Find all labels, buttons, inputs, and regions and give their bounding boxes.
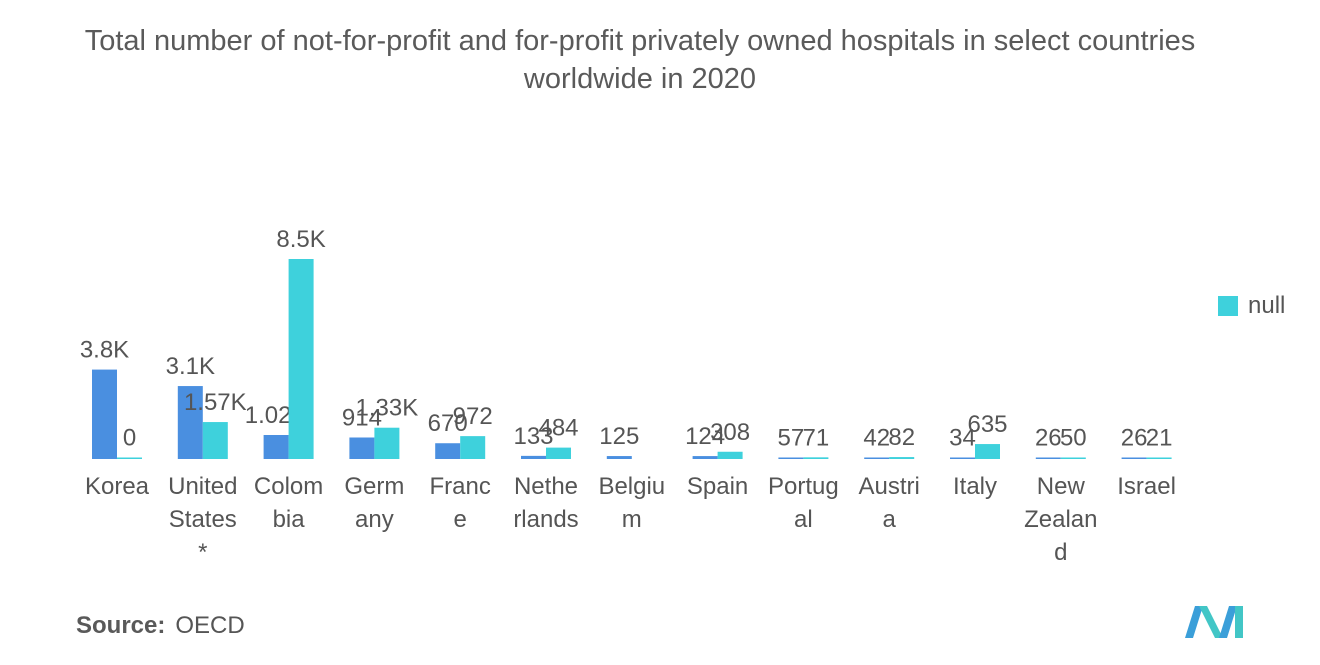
x-tick-label: Italy bbox=[953, 473, 997, 500]
chart-title: Total number of not-for-profit and for-p… bbox=[84, 25, 1196, 95]
bar bbox=[606, 456, 632, 459]
source-value: OECD bbox=[175, 612, 245, 639]
bar bbox=[1146, 457, 1172, 459]
x-tick-label: Israel bbox=[1117, 473, 1176, 500]
legend-label: null bbox=[1248, 292, 1286, 319]
data-label: 1.33K bbox=[356, 395, 419, 422]
bar bbox=[950, 457, 975, 459]
bar bbox=[460, 436, 486, 459]
bar bbox=[202, 422, 228, 459]
legend: null bbox=[1218, 292, 1285, 320]
x-tick-label: Belgiu bbox=[598, 473, 665, 500]
x-tick-label: Zealan bbox=[1024, 506, 1097, 533]
bar bbox=[349, 437, 375, 459]
data-label: 125 bbox=[599, 423, 639, 450]
x-tick-label: Austri bbox=[859, 473, 920, 500]
data-label: 8.5K bbox=[276, 226, 325, 253]
data-label: 3.1K bbox=[166, 353, 215, 380]
data-label: 635 bbox=[967, 411, 1007, 438]
bar bbox=[117, 457, 142, 459]
bar bbox=[1060, 457, 1086, 459]
data-label: 0 bbox=[123, 425, 136, 452]
logo-left-stroke bbox=[1185, 606, 1203, 638]
data-label: 914 bbox=[342, 404, 382, 431]
bar bbox=[177, 386, 203, 459]
source-note: Source: OECD bbox=[76, 612, 245, 640]
data-label: 26 bbox=[1121, 425, 1148, 452]
data-label: 57 bbox=[778, 425, 805, 452]
data-label: 3.8K bbox=[80, 337, 129, 364]
x-tick-label: m bbox=[622, 506, 642, 533]
x-tick-label: Spain bbox=[687, 473, 748, 500]
x-tick-label: rlands bbox=[513, 506, 578, 533]
mordor-logo-icon bbox=[1185, 606, 1243, 638]
bar bbox=[263, 435, 289, 459]
bar bbox=[692, 456, 718, 459]
data-label: 21 bbox=[1146, 425, 1173, 452]
bar bbox=[803, 457, 829, 459]
bar bbox=[1035, 457, 1061, 459]
bar bbox=[374, 427, 400, 459]
x-tick-label: United bbox=[168, 473, 237, 500]
x-tick-label: any bbox=[355, 506, 394, 533]
x-tick-label: Portug bbox=[768, 473, 839, 500]
data-label: 82 bbox=[888, 424, 915, 451]
logo-middle-stroke bbox=[1199, 606, 1223, 638]
data-label: 308 bbox=[710, 419, 750, 446]
bar bbox=[521, 455, 546, 459]
data-label: 972 bbox=[453, 403, 493, 430]
bar bbox=[864, 457, 890, 459]
data-label: 26 bbox=[1035, 425, 1062, 452]
x-tick-label: Korea bbox=[85, 473, 150, 500]
x-tick-label: e bbox=[454, 506, 467, 533]
data-label: 133 bbox=[513, 423, 553, 450]
bar bbox=[546, 447, 571, 459]
logo-right-left-stroke bbox=[1219, 606, 1237, 638]
bar bbox=[778, 457, 804, 459]
data-label: 484 bbox=[538, 415, 578, 442]
x-tick-label: New bbox=[1037, 473, 1086, 500]
data-label: 124 bbox=[685, 423, 725, 450]
x-tick-label: Germ bbox=[344, 473, 404, 500]
bar bbox=[1121, 457, 1147, 459]
x-tick-label: States bbox=[169, 506, 237, 533]
x-tick-label: Nethe bbox=[514, 473, 578, 500]
data-label: 50 bbox=[1060, 425, 1087, 452]
x-tick-label: * bbox=[198, 539, 207, 566]
bar bbox=[975, 444, 1000, 459]
data-label: 42 bbox=[863, 425, 890, 452]
x-tick-label: bia bbox=[273, 506, 306, 533]
x-tick-label: d bbox=[1054, 539, 1067, 566]
data-label: 71 bbox=[803, 424, 830, 451]
x-tick-label: Colom bbox=[254, 473, 323, 500]
legend-swatch bbox=[1218, 296, 1238, 316]
x-tick-label: a bbox=[883, 506, 897, 533]
data-label: 34 bbox=[949, 425, 976, 452]
bar bbox=[717, 451, 743, 459]
bar bbox=[889, 457, 915, 459]
data-label: 670 bbox=[428, 410, 468, 437]
bar bbox=[435, 443, 461, 459]
logo-right-stroke bbox=[1235, 606, 1243, 638]
data-label: 1.57K bbox=[184, 389, 247, 416]
source-label: Source: bbox=[76, 612, 166, 639]
bar bbox=[288, 259, 314, 459]
x-tick-label: al bbox=[794, 506, 813, 533]
x-tick-label: Franc bbox=[430, 473, 491, 500]
bar bbox=[92, 369, 117, 459]
